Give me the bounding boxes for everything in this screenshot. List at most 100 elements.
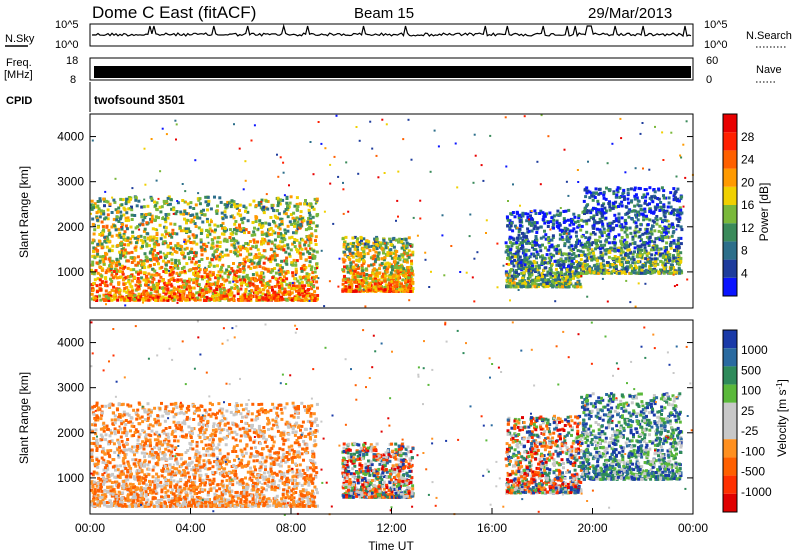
heatmap-cell xyxy=(605,261,609,264)
heatmap-cell xyxy=(154,298,158,302)
heatmap-cell xyxy=(552,222,555,226)
heatmap-cell xyxy=(341,237,345,241)
heatmap-cell xyxy=(286,270,290,274)
heatmap-cell xyxy=(279,240,283,244)
heatmap-cell xyxy=(214,276,218,280)
heatmap-cell xyxy=(259,290,263,294)
heatmap-cell xyxy=(660,235,664,238)
heatmap-cell xyxy=(646,203,650,207)
heatmap-cell xyxy=(127,296,131,300)
heatmap-cell xyxy=(527,279,531,283)
heatmap-cell xyxy=(118,262,122,266)
heatmap-cell xyxy=(641,263,645,267)
heatmap-cell xyxy=(92,206,95,210)
heatmap-cell xyxy=(395,283,399,287)
heatmap-cell xyxy=(351,244,355,248)
heatmap-cell xyxy=(309,247,313,251)
heatmap-cell xyxy=(165,296,168,300)
heatmap-cell xyxy=(181,293,185,297)
heatmap-cell xyxy=(521,277,524,280)
heatmap-cell xyxy=(98,265,102,269)
heatmap-cell xyxy=(539,236,543,240)
heatmap-cell xyxy=(219,224,223,228)
heatmap-cell xyxy=(349,289,353,293)
heatmap-cell xyxy=(238,214,242,218)
heatmap-cell xyxy=(184,240,188,244)
heatmap-cell xyxy=(157,279,161,283)
heatmap-cell xyxy=(400,240,404,244)
heatmap-cell xyxy=(599,240,603,244)
heatmap-cell xyxy=(266,207,270,211)
heatmap-cell xyxy=(620,204,624,208)
heatmap-cell xyxy=(354,289,358,293)
heatmap-cell xyxy=(673,249,676,252)
heatmap-cell xyxy=(93,278,97,282)
heatmap-cell xyxy=(369,256,373,260)
heatmap-cell xyxy=(644,268,648,272)
heatmap-cell xyxy=(631,252,635,256)
heatmap-cell xyxy=(316,294,320,297)
heatmap-cell xyxy=(181,199,185,202)
heatmap-cell xyxy=(656,203,659,207)
heatmap-cell xyxy=(91,222,95,226)
heatmap-cell xyxy=(567,285,571,289)
heatmap-cell xyxy=(151,267,155,271)
heatmap-cell xyxy=(238,209,241,212)
heatmap-cell xyxy=(209,207,213,211)
heatmap-cell xyxy=(102,281,106,285)
heatmap-cell xyxy=(374,277,377,281)
heatmap-cell xyxy=(211,271,215,275)
heatmap-cell xyxy=(123,265,127,269)
heatmap-cell xyxy=(210,238,214,242)
heatmap-cell xyxy=(309,268,313,271)
heatmap-cell xyxy=(235,271,239,275)
heatmap-cell xyxy=(599,250,603,254)
heatmap-cell xyxy=(199,245,203,249)
heatmap-speck xyxy=(197,192,200,195)
heatmap-cell xyxy=(582,199,586,203)
heatmap-cell xyxy=(521,214,525,218)
heatmap-cell xyxy=(661,256,665,259)
heatmap-cell xyxy=(513,215,517,219)
heatmap-cell xyxy=(227,288,231,292)
heatmap-cell xyxy=(229,288,233,291)
heatmap-cell xyxy=(524,212,528,216)
heatmap-cell xyxy=(201,220,205,224)
heatmap-cell xyxy=(93,296,97,300)
heatmap-cell xyxy=(601,268,605,272)
heatmap-cell xyxy=(646,223,650,227)
heatmap-cell xyxy=(380,289,384,293)
heatmap-cell xyxy=(668,253,672,256)
heatmap-cell xyxy=(531,281,535,285)
heatmap-cell xyxy=(646,258,650,262)
heatmap-cell xyxy=(384,246,388,250)
heatmap-cell xyxy=(281,287,285,291)
heatmap-speck xyxy=(236,239,239,242)
heatmap-cell xyxy=(386,253,390,257)
heatmap-cell xyxy=(195,291,199,295)
heatmap-cell xyxy=(199,232,203,235)
heatmap-cell xyxy=(116,269,120,273)
heatmap-cell xyxy=(276,263,280,267)
heatmap-cell xyxy=(546,261,550,265)
heatmap-cell xyxy=(210,283,214,286)
heatmap-cell xyxy=(671,225,675,229)
heatmap-cell xyxy=(297,297,301,301)
heatmap-cell xyxy=(102,293,106,297)
heatmap-cell xyxy=(388,262,392,266)
heatmap-cell xyxy=(111,244,115,248)
heatmap-cell xyxy=(205,291,208,294)
heatmap-cell xyxy=(588,267,592,271)
heatmap-cell xyxy=(346,242,350,246)
heatmap-cell xyxy=(138,223,141,227)
heatmap-cell xyxy=(306,294,310,298)
heatmap-cell xyxy=(271,257,274,261)
heatmap-cell xyxy=(519,247,523,250)
heatmap-cell xyxy=(564,282,568,286)
heatmap-cell xyxy=(108,247,112,251)
heatmap-cell xyxy=(292,281,296,285)
heatmap-cell xyxy=(308,213,312,217)
heatmap-cell xyxy=(348,258,352,261)
heatmap-cell xyxy=(279,232,283,236)
heatmap-cell xyxy=(595,207,598,211)
